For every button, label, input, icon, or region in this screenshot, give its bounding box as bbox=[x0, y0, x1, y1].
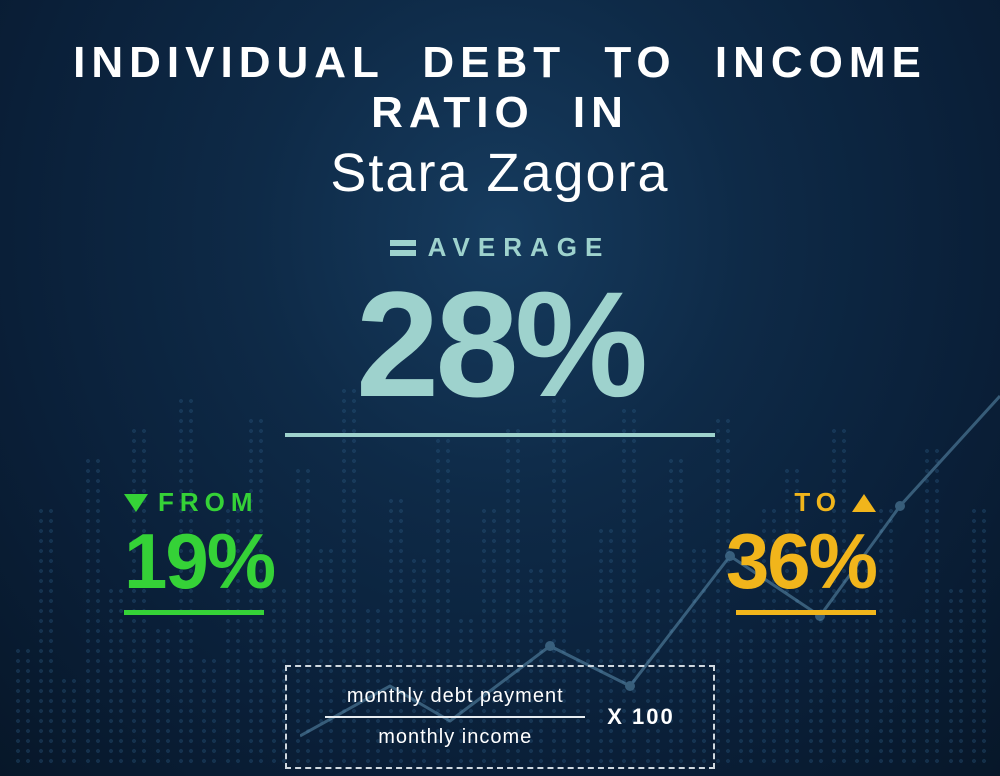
from-underline bbox=[124, 610, 264, 615]
from-block: FROM 19% bbox=[124, 487, 274, 615]
average-underline bbox=[285, 433, 715, 437]
range-row: FROM 19% TO 36% bbox=[120, 487, 880, 615]
to-value: 36% bbox=[726, 522, 876, 600]
formula-denominator: monthly income bbox=[378, 726, 532, 749]
to-underline bbox=[736, 610, 876, 615]
title-line2: Stara Zagora bbox=[0, 142, 1000, 204]
formula-multiplier: X 100 bbox=[607, 704, 675, 730]
average-value: 28% bbox=[0, 269, 1000, 419]
from-label-row: FROM bbox=[124, 487, 259, 518]
title-line1: INDIVIDUAL DEBT TO INCOME RATIO IN bbox=[0, 0, 1000, 138]
average-block: AVERAGE 28% bbox=[0, 232, 1000, 437]
bars-icon bbox=[390, 240, 416, 256]
triangle-up-icon bbox=[852, 494, 876, 512]
triangle-down-icon bbox=[124, 494, 148, 512]
average-label-row: AVERAGE bbox=[390, 232, 611, 263]
infographic-root: INDIVIDUAL DEBT TO INCOME RATIO IN Stara… bbox=[0, 0, 1000, 776]
from-value: 19% bbox=[124, 522, 274, 600]
to-block: TO 36% bbox=[726, 487, 876, 615]
to-label-row: TO bbox=[794, 487, 876, 518]
to-label: TO bbox=[794, 487, 842, 518]
fraction-line bbox=[325, 716, 585, 718]
formula-fraction: monthly debt payment monthly income bbox=[325, 685, 585, 749]
average-label: AVERAGE bbox=[428, 232, 611, 263]
from-label: FROM bbox=[158, 487, 259, 518]
formula-numerator: monthly debt payment bbox=[347, 685, 564, 708]
formula-box: monthly debt payment monthly income X 10… bbox=[285, 665, 715, 769]
